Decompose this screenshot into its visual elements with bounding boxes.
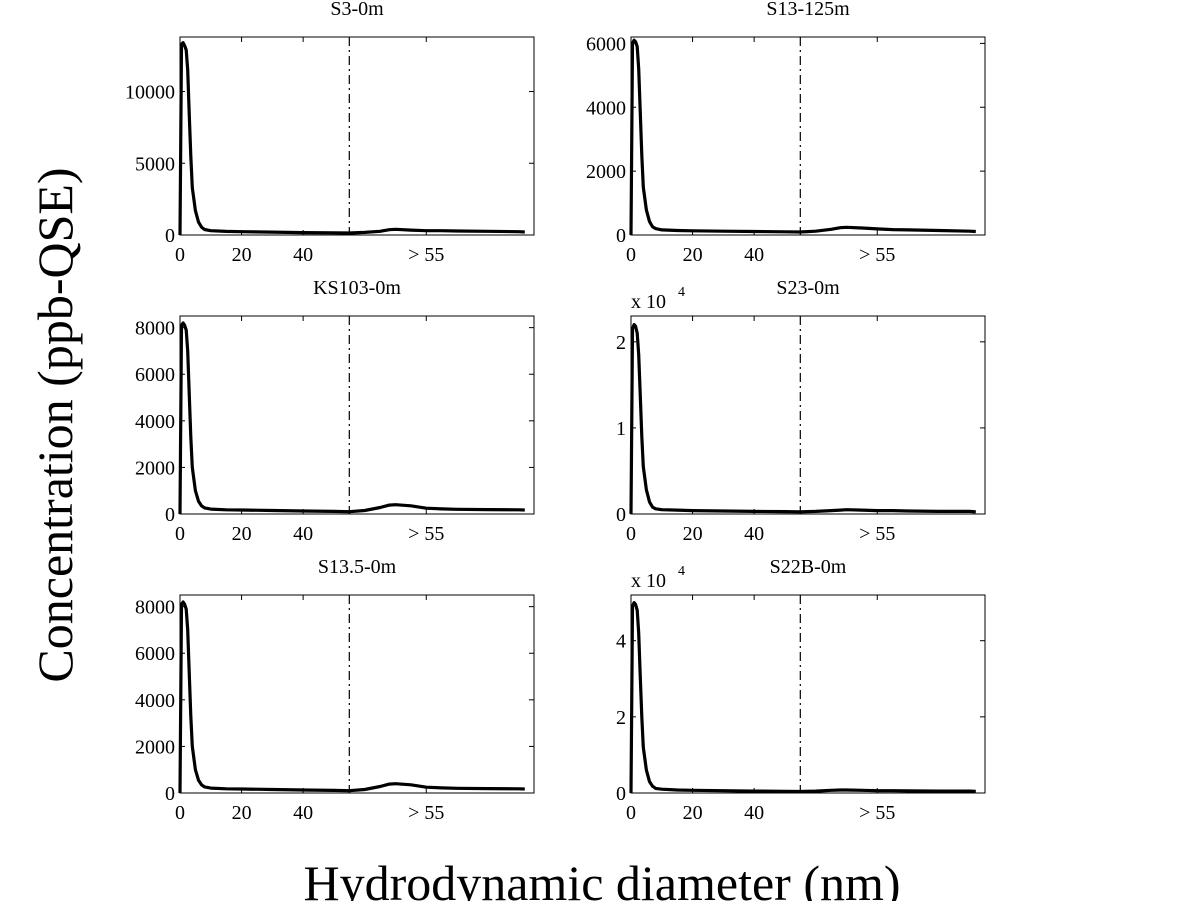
y-tick-label: 0 — [165, 504, 175, 526]
x-tick-label: 20 — [683, 523, 703, 545]
y-tick-label: 2000 — [135, 457, 175, 479]
series-line — [178, 321, 525, 515]
y-tick-label: 6000 — [135, 643, 175, 665]
series-line — [629, 323, 976, 515]
y-tick-label: 0 — [165, 783, 175, 805]
x-tick-label: > 55 — [859, 244, 895, 266]
x-tick-label: > 55 — [408, 244, 444, 266]
y-multiplier-exponent: 4 — [678, 285, 685, 300]
y-tick-label: 5000 — [135, 153, 175, 175]
y-tick-label: 0 — [165, 225, 175, 247]
panel-5: S13.5-0m 0 2000 4000 6000 8000 0 20 40 > 55 — [135, 556, 535, 824]
x-tick-label: 40 — [293, 244, 313, 266]
x-tick-label: 0 — [626, 523, 636, 545]
y-tick-label: 8000 — [135, 318, 175, 340]
y-tick-label: 2 — [616, 332, 626, 354]
y-tick-label: 2000 — [135, 736, 175, 758]
x-tick-label: 20 — [232, 523, 252, 545]
x-tick-label: 20 — [232, 802, 252, 824]
y-tick-label: 10000 — [125, 82, 175, 104]
x-tick-label: > 55 — [859, 802, 895, 824]
x-tick-label: 0 — [175, 523, 185, 545]
y-tick-label: 4000 — [135, 411, 175, 433]
panel-title: S22B-0m — [770, 556, 847, 578]
panel-1: S3-0m 0 5000 10000 0 20 40 > 55 — [125, 0, 535, 266]
x-tick-label: 0 — [175, 802, 185, 824]
y-tick-label: 0 — [616, 783, 626, 805]
y-tick-label: 6000 — [586, 33, 626, 55]
panel-2: S13-125m 0 2000 4000 6000 0 20 40 > 55 — [586, 0, 986, 266]
panel-title: S23-0m — [776, 277, 840, 299]
y-tick-label: 0 — [616, 225, 626, 247]
y-multiplier-exponent: 4 — [678, 564, 685, 579]
series-line — [178, 41, 525, 236]
y-multiplier-label: x 10 — [631, 291, 666, 313]
y-tick-label: 4 — [616, 631, 626, 653]
x-tick-label: 0 — [626, 802, 636, 824]
x-tick-label: > 55 — [408, 802, 444, 824]
y-tick-label: 6000 — [135, 364, 175, 386]
x-tick-label: 40 — [293, 802, 313, 824]
series-line — [178, 600, 525, 794]
x-tick-label: 0 — [626, 244, 636, 266]
x-tick-label: > 55 — [859, 523, 895, 545]
y-tick-label: 2 — [616, 707, 626, 729]
x-tick-label: > 55 — [408, 523, 444, 545]
series-line — [629, 38, 976, 236]
x-tick-label: 40 — [744, 523, 764, 545]
x-axis-label: Hydrodynamic diameter (nm) — [303, 855, 900, 901]
panel-title: KS103-0m — [313, 277, 401, 299]
y-tick-label: 4000 — [135, 690, 175, 712]
panel-title: S13-125m — [766, 0, 850, 20]
panel-title: S13.5-0m — [318, 556, 397, 578]
y-multiplier-label: x 10 — [631, 570, 666, 592]
panel-3: KS103-0m 0 2000 4000 6000 8000 0 20 40 > 55 — [135, 277, 535, 545]
x-tick-label: 40 — [744, 802, 764, 824]
y-tick-label: 8000 — [135, 597, 175, 619]
y-tick-label: 1 — [616, 418, 626, 440]
series-line — [629, 600, 976, 794]
panel-title: S3-0m — [330, 0, 384, 20]
x-tick-label: 40 — [293, 523, 313, 545]
x-tick-label: 20 — [683, 244, 703, 266]
x-tick-label: 0 — [175, 244, 185, 266]
y-tick-label: 2000 — [586, 161, 626, 183]
y-tick-label: 4000 — [586, 97, 626, 119]
x-tick-label: 40 — [744, 244, 764, 266]
x-tick-label: 20 — [232, 244, 252, 266]
y-tick-label: 0 — [616, 504, 626, 526]
y-axis-label: Concentration (ppb-QSE) — [27, 167, 83, 682]
x-tick-label: 20 — [683, 802, 703, 824]
